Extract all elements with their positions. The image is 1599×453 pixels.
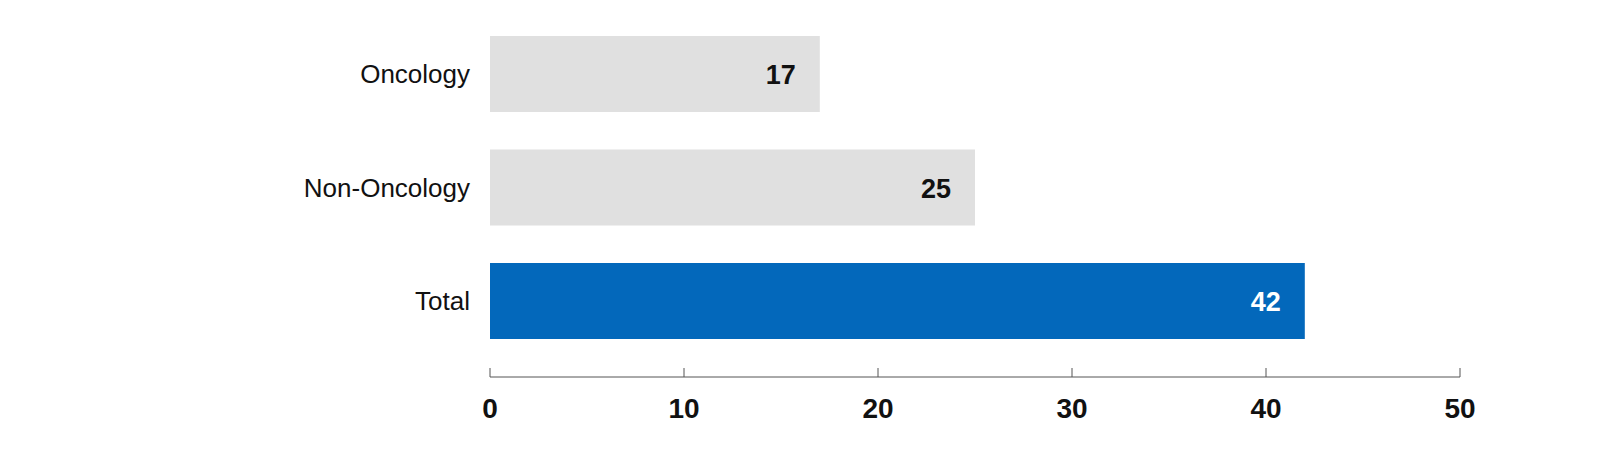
data-label: 25 [921, 174, 951, 204]
tick-label: 0 [482, 393, 498, 424]
tick-label: 10 [668, 393, 699, 424]
tick [490, 368, 491, 377]
tick [1266, 368, 1267, 377]
category-label: Non-Oncology [304, 173, 470, 203]
data-label: 17 [766, 60, 796, 90]
data-label: 42 [1251, 287, 1281, 317]
bar [490, 150, 975, 226]
x-axis [490, 377, 1460, 378]
tick [1460, 368, 1461, 377]
bar [490, 36, 820, 112]
chart: Oncology 17 Non-Oncology 25 Total 42 0 10 20 30 40… [0, 0, 1599, 453]
category-label: Oncology [360, 59, 470, 89]
tick-label: 20 [862, 393, 893, 424]
tick [684, 368, 685, 377]
tick-label: 30 [1056, 393, 1087, 424]
tick [1072, 368, 1073, 377]
bars [490, 36, 1305, 339]
tick [878, 368, 879, 377]
category-label: Total [415, 286, 470, 316]
tick-label: 40 [1250, 393, 1281, 424]
tick-label: 50 [1444, 393, 1475, 424]
bar [490, 263, 1305, 339]
